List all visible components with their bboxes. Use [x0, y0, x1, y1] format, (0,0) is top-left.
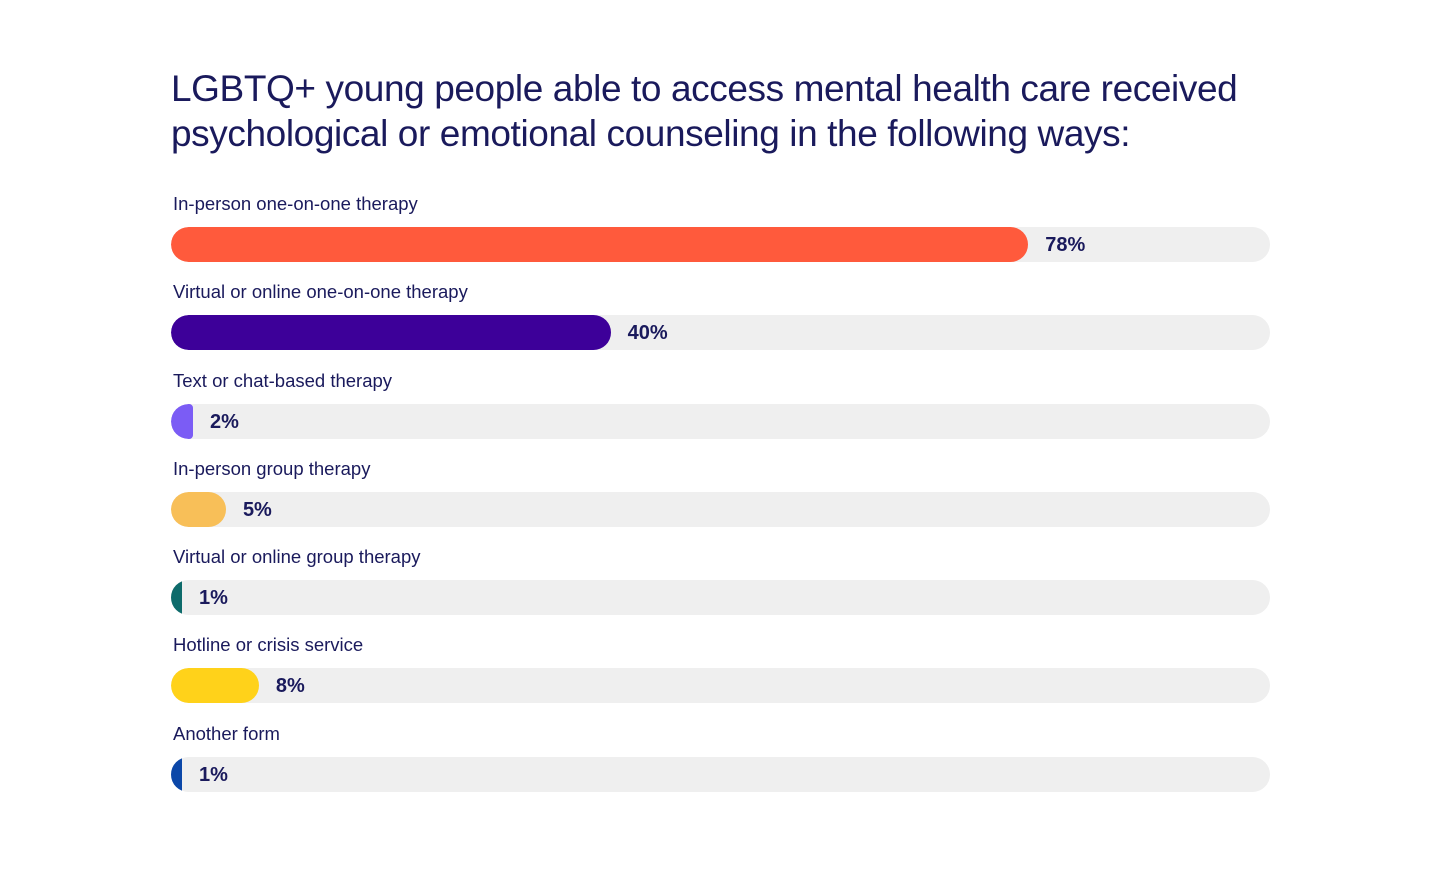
bar-value-label: 1% — [199, 763, 228, 786]
bar-category-label: In-person group therapy — [173, 457, 371, 479]
bar-category-label: Text or chat-based therapy — [173, 369, 393, 391]
bar-track — [171, 491, 1270, 527]
bar-track — [171, 756, 1270, 792]
bar-value-label: 8% — [275, 675, 305, 698]
bar-row: Virtual or online group therapy 1% — [171, 541, 1270, 629]
bar-value-label: 1% — [199, 587, 228, 610]
bar-row: Text or chat-based therapy 2% — [171, 365, 1270, 453]
bar-track — [171, 227, 1270, 262]
bar-track — [171, 580, 1270, 616]
bar-track — [171, 668, 1270, 704]
bar-value-label: 78% — [1045, 234, 1086, 256]
bar — [171, 756, 182, 792]
bar-value-label: 2% — [209, 410, 239, 433]
bar — [171, 580, 182, 616]
bar-track — [171, 315, 1270, 351]
bar-row: In-person group therapy 5% — [171, 453, 1270, 541]
bar-category-label: Another form — [173, 722, 280, 744]
bar-category-label: Hotline or crisis service — [173, 634, 364, 656]
bar — [171, 491, 226, 527]
bar-category-label: Virtual or online group therapy — [173, 546, 421, 568]
bar — [171, 315, 611, 351]
bar — [171, 668, 259, 704]
bar-row: In-person one-on-one therapy 78% — [171, 188, 1270, 276]
bar-value-label: 5% — [242, 498, 272, 521]
bar-track — [171, 403, 1270, 439]
bar-row: Virtual or online one-on-one therapy 40% — [171, 276, 1270, 364]
bar-value-label: 40% — [627, 322, 668, 345]
bar — [171, 403, 193, 439]
bar-chart: In-person one-on-one therapy 78% Virtual o… — [171, 188, 1270, 806]
bar-category-label: Virtual or online one-on-one therapy — [173, 281, 468, 303]
bar-row: Another form 1% — [171, 718, 1270, 806]
bar — [171, 227, 1029, 262]
chart-title: LGBTQ+ young people able to access menta… — [171, 68, 1238, 154]
bar-row: Hotline or crisis service 8% — [171, 629, 1270, 717]
bar-category-label: In-person one-on-one therapy — [173, 193, 418, 214]
